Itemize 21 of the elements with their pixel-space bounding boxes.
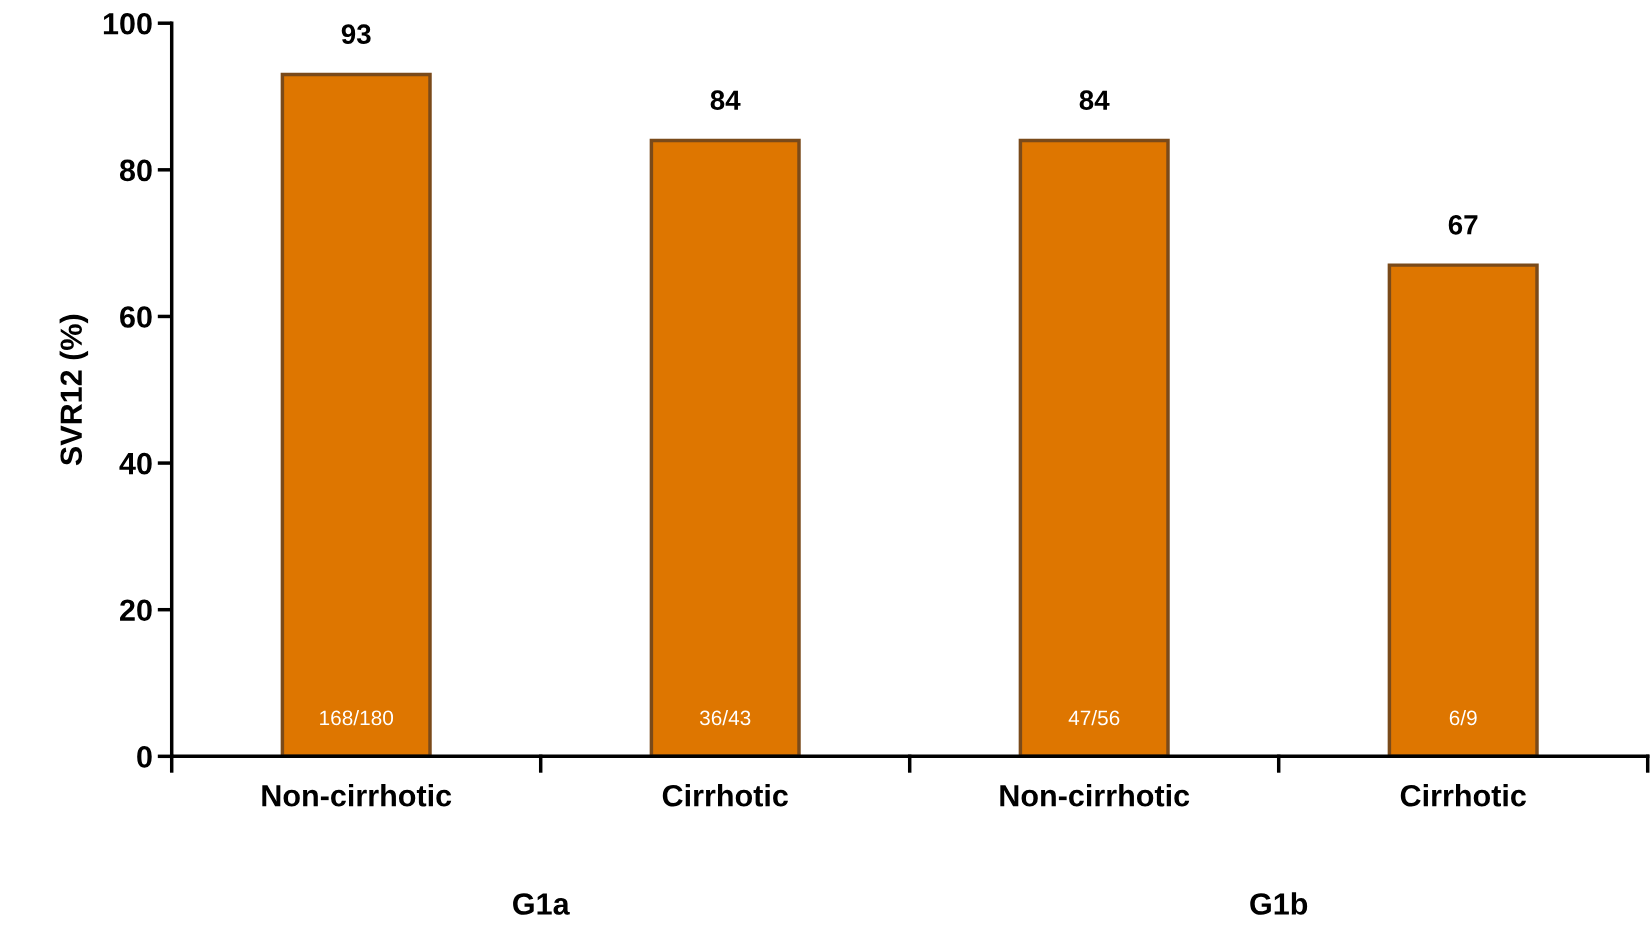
- y-tick-label: 80: [119, 159, 152, 182]
- y-tick-label: 20: [120, 599, 152, 622]
- text: G1b: [1250, 892, 1308, 915]
- data-label: 67: [1448, 214, 1478, 235]
- y-axis-title: SVR12 (%): [59, 314, 89, 466]
- text: G1a: [513, 893, 570, 915]
- data-label: 93: [341, 24, 371, 45]
- y-tick-label: 40: [119, 452, 152, 475]
- annotation: 36/43: [699, 709, 751, 726]
- annotation: 6/9: [1449, 709, 1477, 726]
- data-label: 84: [710, 90, 741, 111]
- x-tick-label: Cirrhotic: [1400, 784, 1526, 807]
- x-tick-label: Cirrhotic: [662, 784, 788, 807]
- annotation: 47/56: [1068, 709, 1120, 726]
- data-label: 84: [1079, 90, 1110, 111]
- y-tick-label: 100: [103, 12, 152, 35]
- y-tick-label: 0: [137, 746, 152, 768]
- annotation: 168/180: [320, 709, 394, 726]
- x-tick-label: Non-cirrhotic: [1000, 784, 1190, 807]
- x-tick-label: Non-cirrhotic: [262, 784, 452, 807]
- y-tick-label: 60: [120, 306, 152, 328]
